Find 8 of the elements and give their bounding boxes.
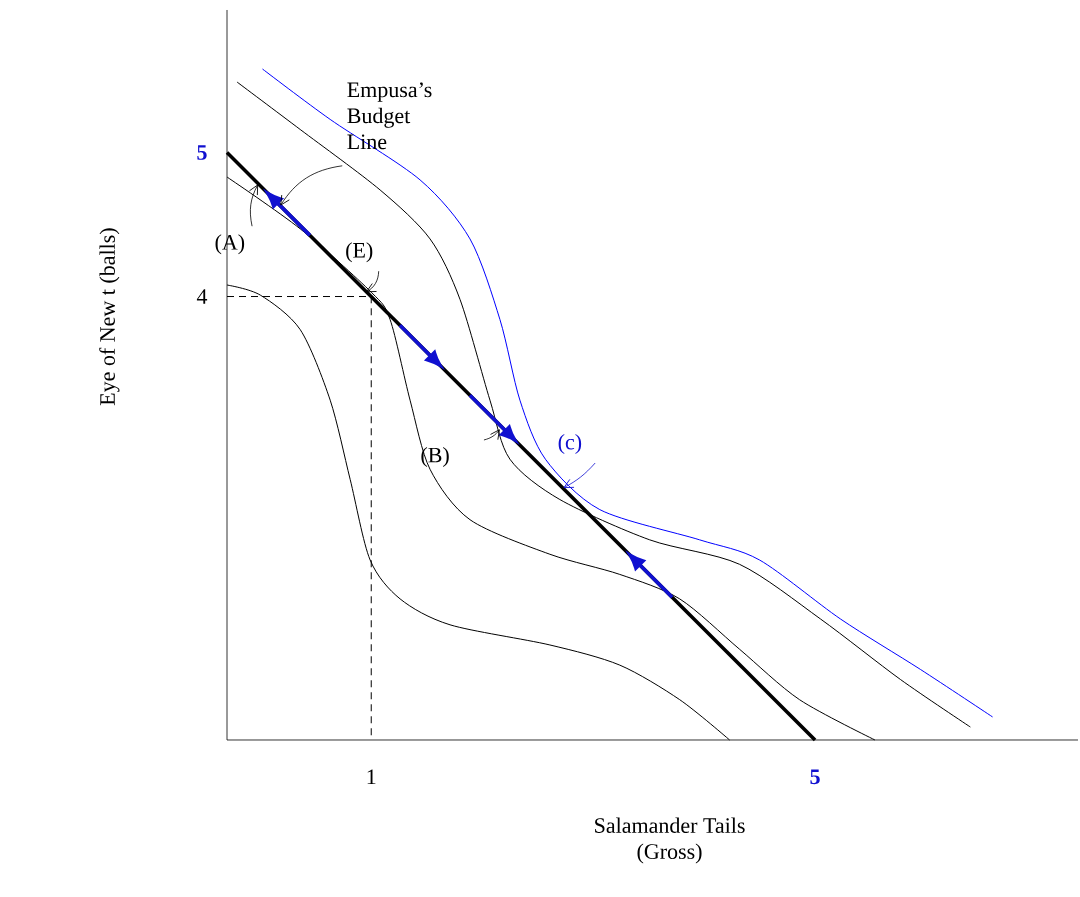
annotation: (E) [346,242,373,263]
annotation: (B) [421,447,449,467]
annotation: (A) [215,234,245,255]
y-tick-label: 4 [196,289,208,304]
x-axis-title: Salamander Tails (Gross) [595,817,745,864]
y-axis-title: Eye of New t (balls) [99,228,120,406]
annotation: (c) [558,434,582,455]
x-tick-label: 1 [367,769,376,785]
